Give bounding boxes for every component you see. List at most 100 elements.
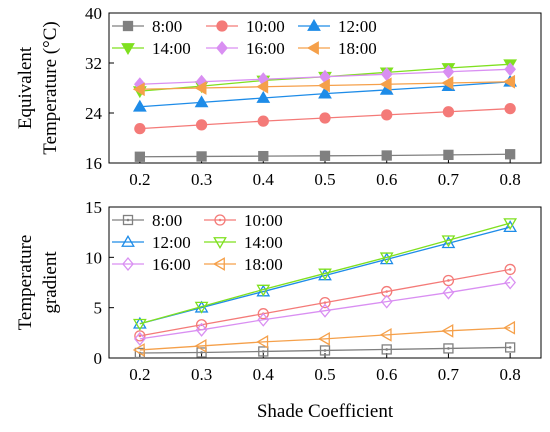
x-tick-label: 0.8 [500, 365, 521, 384]
y-axis-label-line: Temperature [15, 235, 36, 331]
data-point [132, 318, 147, 331]
data-point-marker [256, 284, 271, 297]
legend-label: 8:00 [152, 17, 182, 36]
legend-label: 12:00 [152, 233, 191, 252]
data-point [504, 62, 516, 77]
data-point-dot [447, 279, 450, 282]
y-axis-label: Equivalent Temperature (°C) [15, 21, 61, 154]
data-point [194, 301, 209, 314]
data-point-marker [257, 308, 269, 320]
data-point [256, 335, 269, 349]
y-tick-label: 16 [85, 154, 102, 173]
data-point-dot [385, 348, 389, 351]
data-point [134, 122, 146, 135]
data-point-marker [441, 236, 456, 249]
legend-item: 16:00 [206, 39, 285, 58]
data-point-marker [443, 343, 454, 354]
x-tick-label: 0.7 [438, 170, 460, 189]
x-tick-label: 0.8 [500, 170, 521, 189]
data-point [443, 343, 454, 354]
x-tick-label: 0.4 [253, 170, 275, 189]
x-tick-label: 0.6 [376, 365, 397, 384]
data-point [194, 339, 207, 353]
data-point-marker [442, 274, 455, 287]
data-point-marker [441, 235, 456, 248]
data-point [379, 252, 394, 265]
data-point-marker [380, 294, 393, 309]
data-point [504, 102, 516, 115]
x-tick-label: 0.5 [314, 170, 335, 189]
legend-item: 10:00 [204, 211, 283, 230]
x-axis-label: Shade Coefficient [257, 401, 394, 422]
legend-item: 12:00 [112, 233, 191, 252]
data-point [503, 74, 516, 89]
data-point [194, 81, 207, 95]
data-point-marker [381, 344, 392, 355]
legend-item: 18:00 [204, 255, 283, 274]
data-point [381, 344, 392, 355]
data-point-marker [132, 343, 145, 357]
data-point-marker [317, 331, 330, 346]
data-point [319, 150, 331, 161]
legend-marker [307, 18, 321, 31]
y-tick-label: 24 [85, 104, 103, 123]
data-point [381, 109, 393, 121]
data-point [319, 112, 331, 124]
data-point-marker [503, 218, 518, 231]
data-point [441, 235, 456, 248]
data-point-marker [503, 220, 518, 233]
data-point [379, 77, 392, 92]
data-point [132, 99, 147, 112]
data-point-marker [441, 323, 454, 338]
data-point [256, 79, 269, 94]
legend-label: 18:00 [338, 39, 377, 58]
chart-panel-2: 0 5 10 15 0.2 0.3 0.4 0.5 0.6 0.7 0.8 Temperature gr… [15, 198, 542, 422]
data-point-dot [261, 350, 265, 353]
x-tick-label: 0.2 [129, 170, 150, 189]
data-point [504, 149, 516, 160]
data-point-marker [194, 301, 209, 314]
data-point-marker [503, 320, 516, 335]
data-point-dot [138, 334, 142, 338]
data-point [380, 294, 393, 309]
x-tick-label: 0.3 [191, 365, 212, 384]
legend-marker [121, 234, 135, 247]
data-point [442, 285, 455, 300]
x-tick-label: 0.2 [129, 365, 150, 384]
data-point [195, 119, 208, 131]
data-point-marker [319, 345, 331, 356]
legend-marker [122, 20, 134, 32]
data-point [256, 90, 271, 103]
data-point-marker [504, 275, 516, 290]
y-tick-label: 15 [85, 198, 102, 217]
series-14-00 [132, 218, 518, 331]
data-point-marker [379, 252, 394, 265]
legend-item: 16:00 [112, 255, 191, 274]
data-point-marker [258, 346, 269, 357]
data-point [318, 86, 332, 99]
legend-marker [122, 256, 134, 272]
data-point-marker [257, 312, 270, 327]
x-tick-label: 0.6 [376, 170, 397, 189]
legend-item: 18:00 [298, 39, 377, 58]
data-point [134, 330, 146, 342]
legend-marker [306, 41, 319, 55]
legend-label: 16:00 [246, 39, 285, 58]
legend: 8:00 10:00 12:00 14:00 16:00 18:00 [112, 211, 283, 274]
data-point [132, 343, 145, 357]
y-tick-label: 40 [85, 4, 102, 23]
series-18-00 [132, 74, 516, 97]
y-axis-label: Temperature gradient [15, 235, 61, 331]
data-point [318, 268, 332, 281]
legend-marker [216, 20, 228, 32]
data-point [442, 106, 455, 118]
x-tick-label: 0.7 [438, 365, 460, 384]
data-point [504, 263, 516, 276]
data-point [319, 296, 331, 309]
series-18-00 [132, 320, 516, 357]
data-point [319, 303, 331, 318]
data-point [196, 151, 207, 162]
legend-label: 10:00 [244, 211, 283, 230]
series-10-00 [134, 102, 516, 135]
